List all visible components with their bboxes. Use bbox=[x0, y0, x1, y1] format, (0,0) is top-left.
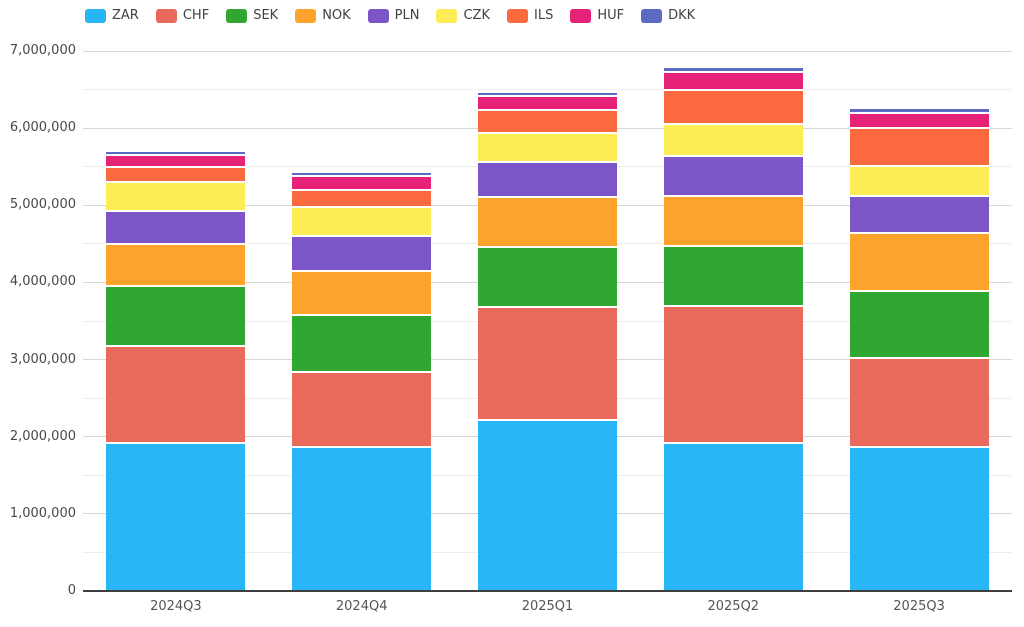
y-tick-label: 1,000,000 bbox=[9, 505, 76, 521]
legend-item-dkk[interactable]: DKK bbox=[641, 8, 695, 23]
legend-label: ILS bbox=[534, 8, 554, 23]
bar-segment-2024q4-sek[interactable] bbox=[292, 316, 432, 373]
bar-segment-2025q3-pln[interactable] bbox=[849, 197, 989, 234]
bar-segment-2025q1-ils[interactable] bbox=[478, 110, 617, 135]
legend-label: PLN bbox=[394, 8, 420, 23]
x-tick-label-2025q2: 2025Q2 bbox=[707, 599, 760, 614]
y-tick-label: 7,000,000 bbox=[9, 43, 76, 58]
bar-segment-2024q4-chf[interactable] bbox=[292, 372, 432, 449]
bar-segment-2025q2-sek[interactable] bbox=[663, 247, 803, 308]
legend-label: SEK bbox=[253, 8, 279, 23]
bar-segment-2025q1-zar[interactable] bbox=[478, 420, 617, 591]
bar-segment-2024q3-nok[interactable] bbox=[106, 245, 246, 288]
bar-segment-2024q4-zar[interactable] bbox=[292, 448, 432, 591]
legend-label: HUF bbox=[597, 8, 625, 23]
legend-item-nok[interactable]: NOK bbox=[295, 8, 351, 23]
bar-segment-2025q1-sek[interactable] bbox=[478, 247, 617, 309]
x-axis-labels: 2024Q3 2024Q4 2025Q1 2025Q2 2025Q3 bbox=[83, 599, 1012, 619]
bar-2025q2 bbox=[663, 68, 803, 591]
y-tick-label: 5,000,000 bbox=[9, 197, 76, 213]
bar-segment-2024q3-zar[interactable] bbox=[106, 444, 246, 591]
bar-segment-2024q4-czk[interactable] bbox=[292, 208, 432, 237]
bar-segment-2024q4-dkk[interactable] bbox=[292, 172, 432, 177]
x-tick-label-2024q4: 2024Q4 bbox=[335, 599, 388, 614]
legend-label: CZK bbox=[463, 8, 490, 23]
legend-swatch-sek bbox=[226, 8, 248, 23]
y-tick-label: 6,000,000 bbox=[9, 120, 76, 136]
bar-segment-2025q3-nok[interactable] bbox=[849, 233, 989, 293]
legend-label: DKK bbox=[668, 8, 696, 23]
y-tick-label: 3,000,000 bbox=[9, 351, 76, 367]
legend-swatch-chf bbox=[155, 8, 177, 23]
bar-segment-2025q2-pln[interactable] bbox=[663, 156, 803, 197]
legend-label: ZAR bbox=[112, 8, 139, 23]
bar-2025q3 bbox=[849, 109, 989, 591]
plot-area bbox=[83, 50, 1012, 591]
bar-segment-2025q3-chf[interactable] bbox=[849, 358, 989, 449]
bar-segment-2025q3-ils[interactable] bbox=[849, 128, 989, 168]
legend-swatch-zar bbox=[85, 8, 106, 23]
legend-item-huf[interactable]: HUF bbox=[570, 8, 624, 23]
x-tick-label-2025q1: 2025Q1 bbox=[521, 599, 574, 614]
bar-segment-2025q1-czk[interactable] bbox=[478, 134, 617, 163]
legend-swatch-huf bbox=[570, 8, 592, 23]
bar-segment-2025q2-dkk[interactable] bbox=[663, 68, 803, 73]
bar-segment-2025q2-czk[interactable] bbox=[663, 125, 803, 157]
legend-item-chf[interactable]: CHF bbox=[155, 8, 210, 23]
y-tick-label: 4,000,000 bbox=[9, 274, 76, 290]
bar-segment-2024q4-pln[interactable] bbox=[292, 236, 432, 273]
x-tick-label-2025q3: 2025Q3 bbox=[893, 599, 945, 614]
bar-segment-2025q3-sek[interactable] bbox=[849, 292, 989, 359]
bar-segment-2024q4-nok[interactable] bbox=[292, 272, 432, 316]
bar-segment-2025q2-chf[interactable] bbox=[663, 307, 803, 445]
bar-segment-2025q1-huf[interactable] bbox=[478, 97, 617, 111]
legend-swatch-pln bbox=[367, 8, 389, 23]
minor-gridline bbox=[83, 89, 1012, 91]
legend-swatch-ils bbox=[507, 8, 528, 23]
y-tick-label: 2,000,000 bbox=[9, 428, 76, 444]
bar-segment-2025q1-chf[interactable] bbox=[478, 308, 617, 421]
legend-item-ils[interactable]: ILS bbox=[507, 8, 553, 23]
bar-segment-2025q2-nok[interactable] bbox=[663, 196, 803, 248]
legend-item-czk[interactable]: CZK bbox=[436, 8, 490, 23]
bar-segment-2024q3-dkk[interactable] bbox=[106, 152, 246, 157]
legend-swatch-nok bbox=[295, 8, 317, 23]
bar-segment-2024q3-huf[interactable] bbox=[106, 156, 246, 168]
legend-label: CHF bbox=[182, 8, 210, 23]
y-axis-labels: 0 1,000,000 2,000,000 3,000,000 4,000,000 5,0… bbox=[0, 43, 76, 598]
y-tick-label: 0 bbox=[67, 583, 76, 598]
bar-segment-2025q1-nok[interactable] bbox=[478, 198, 617, 248]
bar-segment-2024q4-ils[interactable] bbox=[292, 190, 432, 209]
bar-segment-2025q3-dkk[interactable] bbox=[849, 109, 989, 114]
bar-segment-2025q1-pln[interactable] bbox=[478, 162, 617, 199]
bar-segment-2024q3-pln[interactable] bbox=[106, 212, 246, 246]
bar-2024q4 bbox=[292, 172, 432, 591]
x-axis-line bbox=[83, 590, 1012, 592]
bar-segment-2024q4-huf[interactable] bbox=[292, 176, 432, 191]
legend-item-sek[interactable]: SEK bbox=[226, 8, 278, 23]
bar-segment-2024q3-ils[interactable] bbox=[106, 167, 246, 183]
legend-label: NOK bbox=[322, 8, 351, 23]
bar-segment-2024q3-sek[interactable] bbox=[106, 287, 246, 348]
bar-segment-2025q2-ils[interactable] bbox=[663, 90, 803, 126]
major-gridline bbox=[83, 50, 1012, 52]
x-tick-label-2024q3: 2024Q3 bbox=[150, 599, 202, 614]
bar-2024q3 bbox=[106, 152, 246, 591]
legend-swatch-dkk bbox=[641, 8, 663, 23]
bar-2025q1 bbox=[478, 92, 617, 591]
bar-segment-2025q3-zar[interactable] bbox=[849, 448, 989, 591]
legend: ZAR CHF SEK NOK PLN CZK ILS HUF DKK bbox=[85, 8, 695, 23]
bar-segment-2025q2-huf[interactable] bbox=[663, 73, 803, 91]
bar-segment-2024q3-chf[interactable] bbox=[106, 347, 246, 445]
legend-item-pln[interactable]: PLN bbox=[367, 8, 420, 23]
bar-segment-2025q3-czk[interactable] bbox=[849, 167, 989, 198]
bar-segment-2025q1-dkk[interactable] bbox=[478, 92, 617, 98]
bar-segment-2025q3-huf[interactable] bbox=[849, 113, 989, 129]
bar-segment-2024q3-czk[interactable] bbox=[106, 182, 246, 213]
bar-segment-2025q2-zar[interactable] bbox=[663, 444, 803, 591]
legend-swatch-czk bbox=[436, 8, 458, 23]
legend-item-zar[interactable]: ZAR bbox=[85, 8, 139, 23]
